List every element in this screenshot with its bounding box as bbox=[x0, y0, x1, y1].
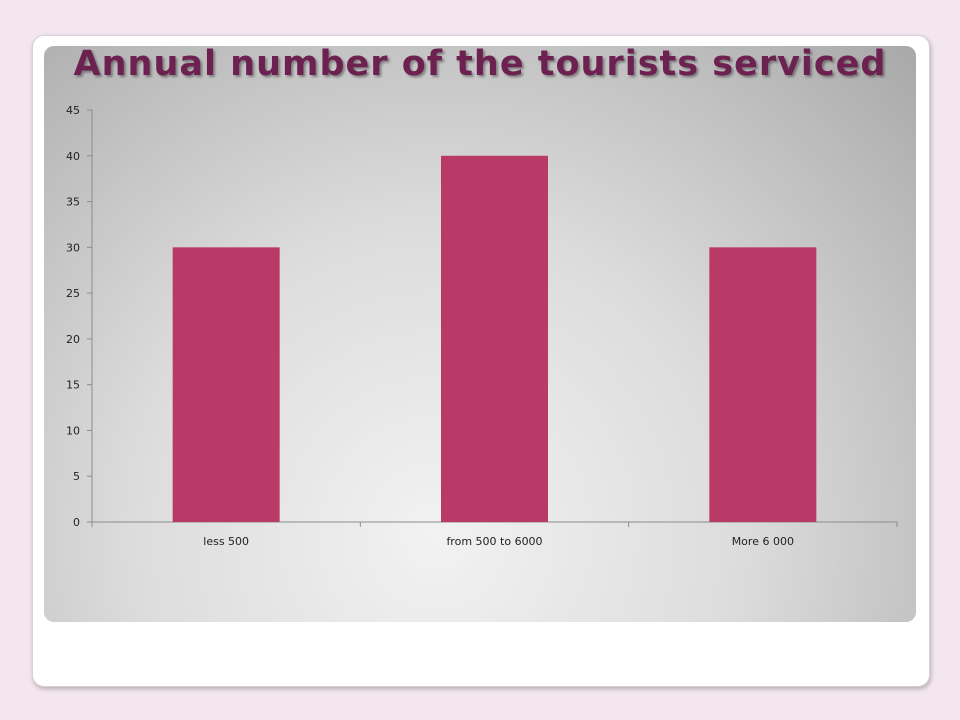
y-tick-label: 40 bbox=[66, 150, 80, 163]
y-tick-label: 20 bbox=[66, 333, 80, 346]
y-tick-label: 35 bbox=[66, 196, 80, 209]
x-category-label: from 500 to 6000 bbox=[446, 535, 542, 548]
y-tick-label: 0 bbox=[73, 516, 80, 529]
y-tick-label: 45 bbox=[66, 104, 80, 117]
y-tick-label: 5 bbox=[73, 470, 80, 483]
y-tick-label: 30 bbox=[66, 241, 80, 254]
y-tick-label: 25 bbox=[66, 287, 80, 300]
y-tick-label: 10 bbox=[66, 424, 80, 437]
x-category-label: less 500 bbox=[203, 535, 249, 548]
bar-2 bbox=[441, 155, 548, 522]
bar-1 bbox=[172, 247, 280, 523]
y-tick-label: 15 bbox=[66, 379, 80, 392]
bar-3 bbox=[709, 247, 817, 523]
x-category-label: More 6 000 bbox=[732, 535, 794, 548]
chart-title: Annual number of the tourists serviced bbox=[73, 44, 887, 84]
